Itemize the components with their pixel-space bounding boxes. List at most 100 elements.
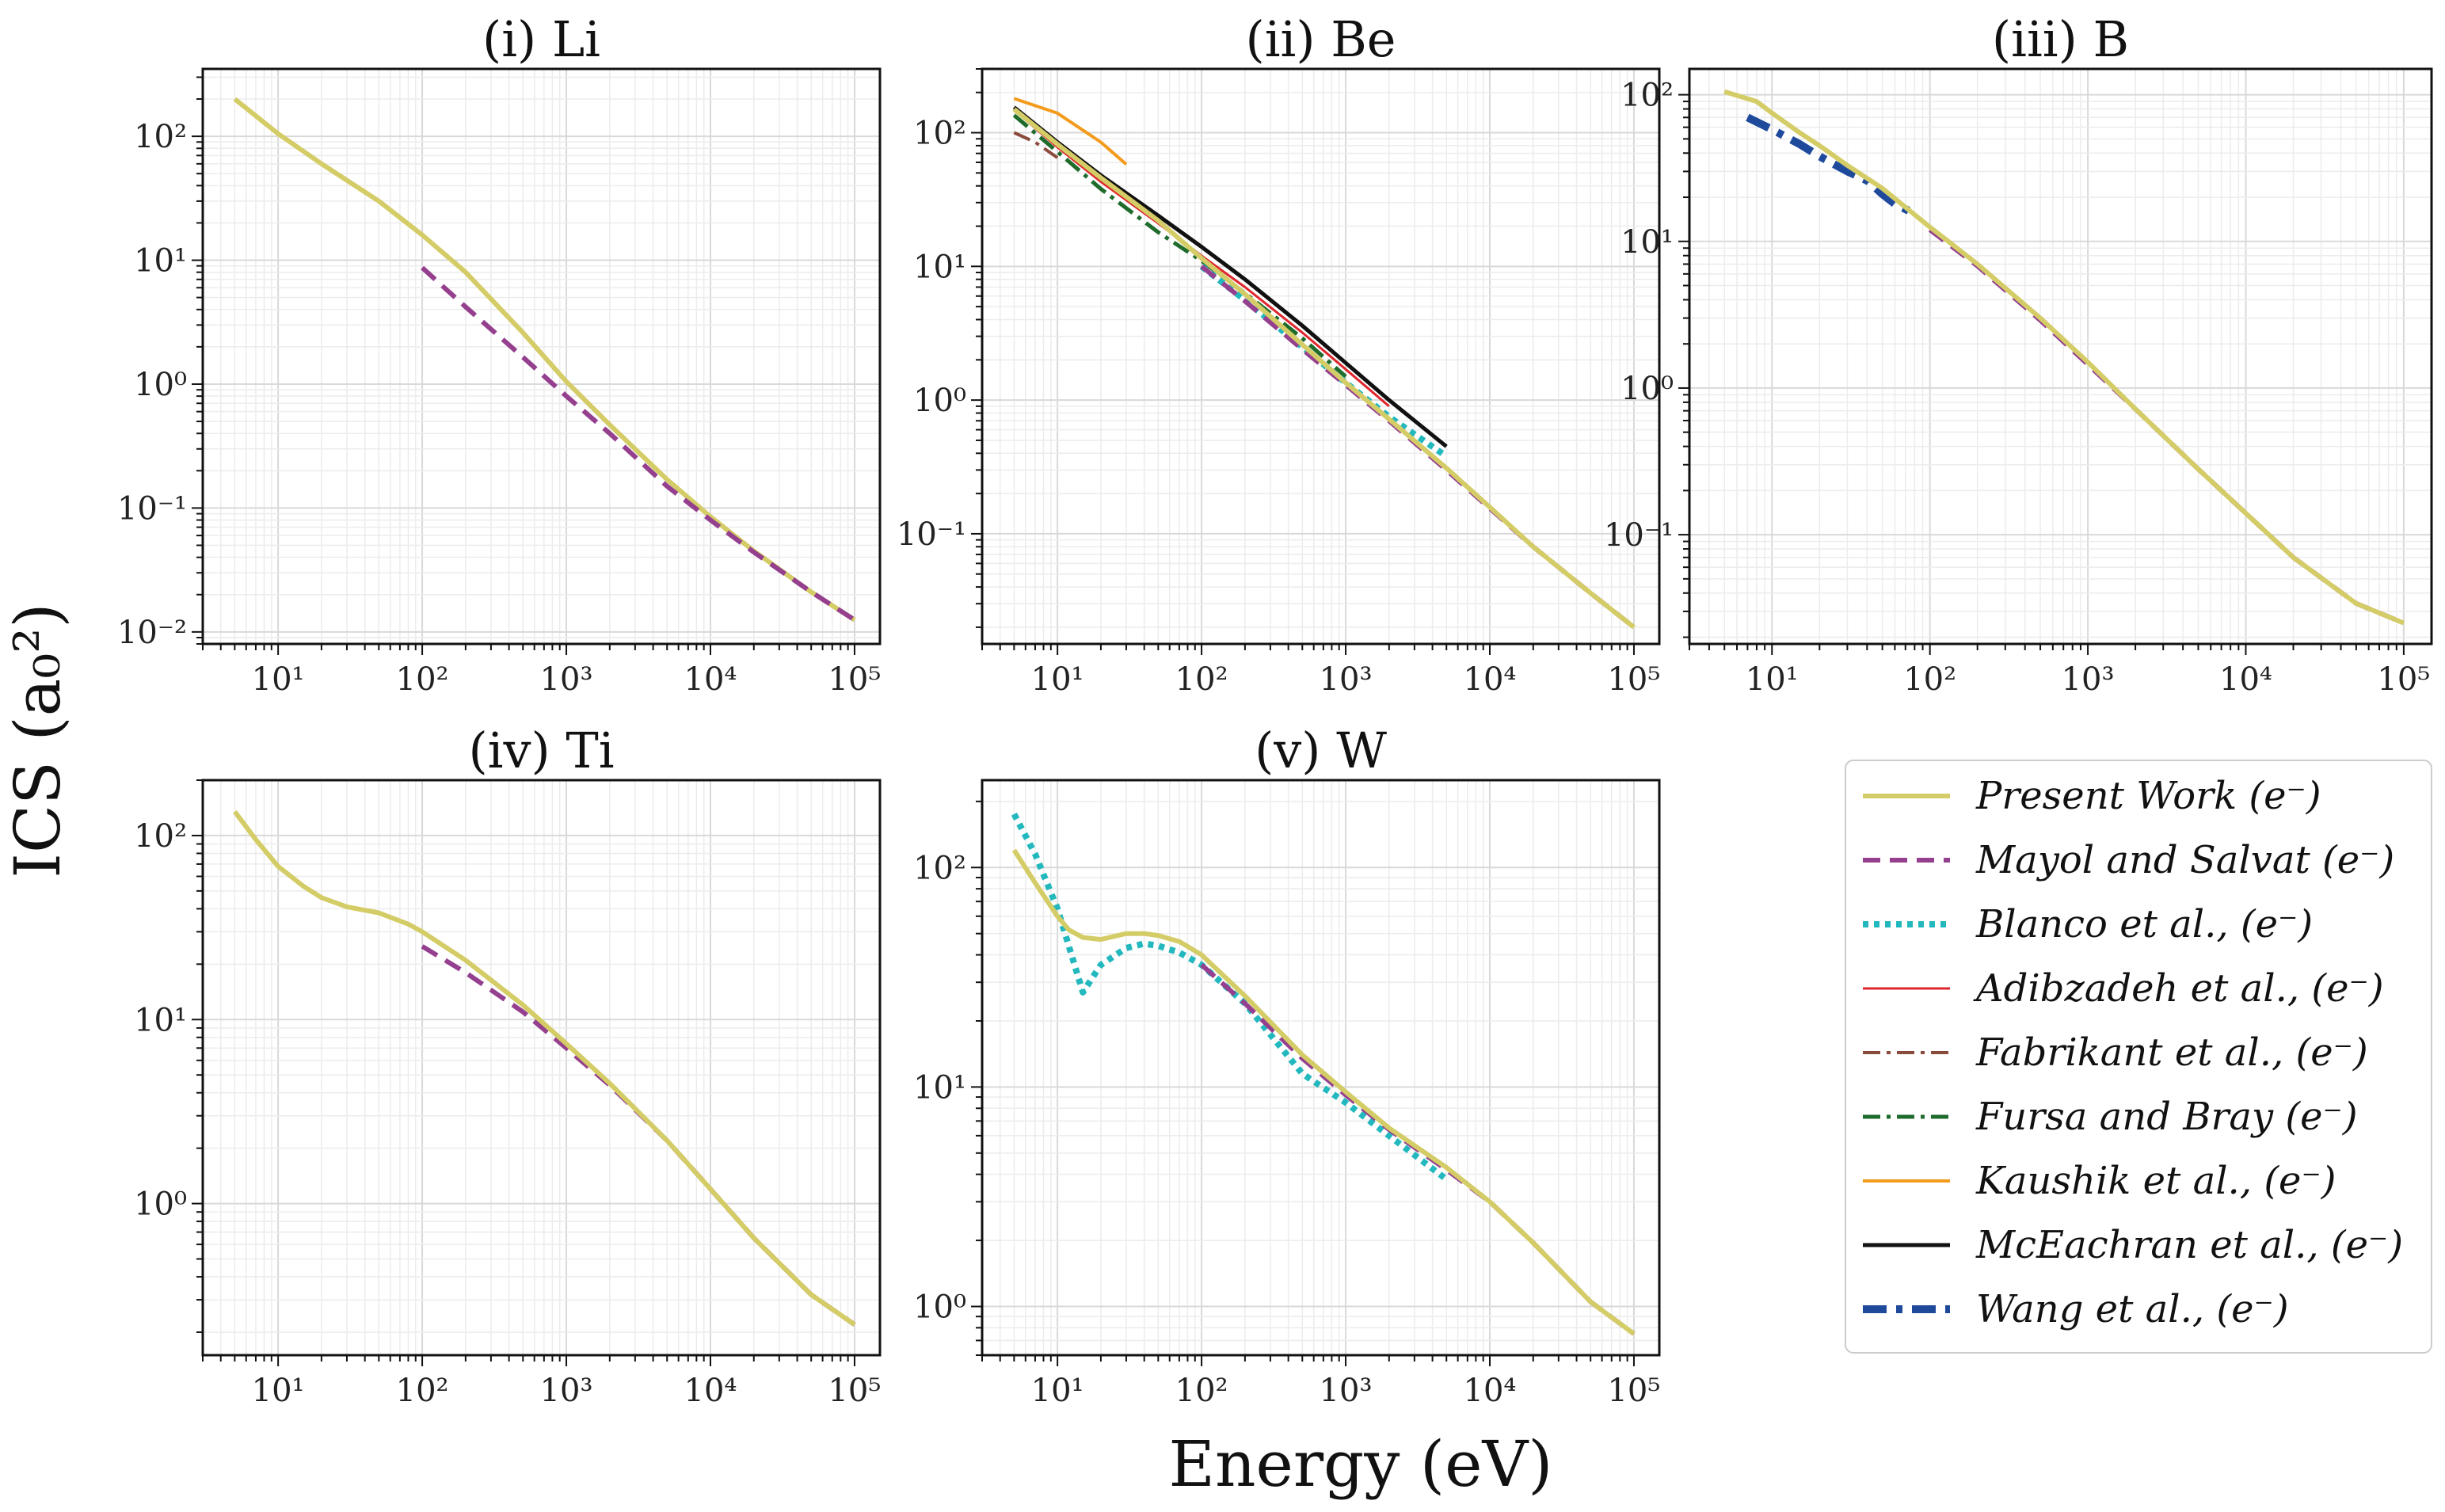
x-tick-label: 10³ <box>1320 1373 1373 1409</box>
x-tick-label: 10⁵ <box>2377 661 2430 698</box>
grid <box>202 779 880 1355</box>
series-line-mayol-and-salvat-e <box>421 944 856 1327</box>
series-group <box>1011 813 1636 1336</box>
x-tick-label: 10³ <box>2062 661 2115 698</box>
x-tick-label: 10¹ <box>1031 1373 1084 1409</box>
y-tick-label: 10¹ <box>1620 224 1674 261</box>
panel-1: 10¹ 10² 10³ 10⁴ 10⁵ 10⁻² 10⁻¹ 10⁰ 10¹ 10² (i) Li <box>117 10 882 698</box>
y-tick-label: 10² <box>134 119 187 155</box>
series-line-present-work-e <box>233 809 856 1327</box>
legend-entry-present-work-e: Present Work (e⁻) <box>1863 774 2321 818</box>
x-tick-label: 10⁴ <box>1464 661 1517 698</box>
y-tick-label: 10² <box>913 850 966 886</box>
legend-label: Adibzadeh et al., (e⁻) <box>1973 966 2384 1011</box>
series-line-present-work-e <box>1012 107 1636 630</box>
x-tick-label: 10¹ <box>1746 661 1799 698</box>
series-group <box>233 809 856 1327</box>
series-line-present-work-e <box>1723 89 2405 626</box>
legend-label: Wang et al., (e⁻) <box>1976 1287 2289 1331</box>
x-tick-label: 10⁵ <box>1607 1373 1660 1409</box>
legend-label: Blanco et al., (e⁻) <box>1975 902 2313 946</box>
y-tick-label: 10² <box>134 818 187 855</box>
y-tick-label: 10² <box>1620 78 1674 114</box>
y-axis-label: ICS (a₀²) <box>1 603 74 878</box>
plot-frame <box>1688 67 2433 646</box>
series-line-wang-et-al-e <box>1746 113 1912 215</box>
panel-4: 10¹ 10² 10³ 10⁴ 10⁵ 10⁰ 10¹ 10² (iv) Ti <box>134 722 882 1409</box>
series-group <box>1723 89 2405 626</box>
plot-frame <box>981 779 1661 1357</box>
x-tick-label: 10⁴ <box>1464 1373 1517 1409</box>
series-line-fabrikant-et-al-e <box>1013 131 1059 159</box>
legend-label: Mayol and Salvat (e⁻) <box>1975 838 2394 882</box>
series-line-kaushik-et-al-e <box>1013 97 1128 166</box>
legend: Present Work (e⁻) Mayol and Salvat (e⁻) Bl… <box>1845 760 2432 1354</box>
x-tick-label: 10¹ <box>1031 661 1084 698</box>
y-tick-label: 10¹ <box>134 243 187 280</box>
legend-label: Present Work (e⁻) <box>1975 774 2321 818</box>
panel-3: 10¹ 10² 10³ 10⁴ 10⁵ 10⁻¹ 10⁰ 10¹ 10² (iii) B <box>1604 10 2433 698</box>
y-tick-label: 10⁰ <box>134 367 187 403</box>
grid <box>981 68 1659 644</box>
y-tick-label: 10² <box>913 116 966 152</box>
y-tick-label: 10⁰ <box>913 383 966 419</box>
x-tick-label: 10⁵ <box>828 661 881 698</box>
panel-5: 10¹ 10² 10³ 10⁴ 10⁵ 10⁰ 10¹ 10² (v) W <box>913 722 1661 1409</box>
y-tick-label: 10⁻¹ <box>117 490 187 527</box>
x-tick-label: 10⁴ <box>684 661 737 698</box>
panel-title: (i) Li <box>482 10 600 68</box>
plot-frame <box>981 67 1661 646</box>
panel-title: (iv) Ti <box>468 722 614 779</box>
legend-entry-blanco-et-al-e: Blanco et al., (e⁻) <box>1863 902 2313 946</box>
x-tick-label: 10³ <box>1320 661 1373 698</box>
y-tick-label: 10¹ <box>134 1002 187 1038</box>
x-tick-label: 10² <box>396 1373 449 1409</box>
series-group <box>233 97 856 623</box>
plot-frame <box>201 779 882 1357</box>
x-tick-label: 10¹ <box>252 1373 305 1409</box>
x-tick-label: 10¹ <box>252 661 305 698</box>
grid <box>1689 69 2432 644</box>
legend-entry-wang-et-al-e: Wang et al., (e⁻) <box>1863 1287 2289 1331</box>
series-line-mayol-and-salvat-e <box>421 265 856 623</box>
x-tick-label: 10³ <box>540 661 593 698</box>
legend-label: Fabrikant et al., (e⁻) <box>1975 1030 2368 1075</box>
x-tick-label: 10² <box>1903 661 1956 698</box>
legend-label: Fursa and Bray (e⁻) <box>1975 1095 2358 1139</box>
y-tick-label: 10⁻¹ <box>897 516 966 553</box>
legend-entry-mayol-and-salvat-e: Mayol and Salvat (e⁻) <box>1863 838 2394 882</box>
legend-entry-adibzadeh-et-al-e: Adibzadeh et al., (e⁻) <box>1863 966 2384 1011</box>
legend-entry-mceachran-et-al-e: McEachran et al., (e⁻) <box>1863 1223 2403 1267</box>
x-tick-label: 10² <box>396 661 449 698</box>
series-line-mayol-and-salvat-e <box>1928 227 2405 626</box>
y-tick-label: 10⁰ <box>913 1289 966 1326</box>
x-tick-label: 10³ <box>540 1373 593 1409</box>
grid <box>202 69 880 645</box>
y-tick-label: 10⁻² <box>117 615 187 651</box>
panel-2: 10¹ 10² 10³ 10⁴ 10⁵ 10⁻¹ 10⁰ 10¹ 10² (ii) Be <box>897 10 1661 698</box>
y-tick-label: 10⁰ <box>134 1186 187 1223</box>
y-tick-label: 10⁻¹ <box>1604 517 1674 554</box>
panel-title: (v) W <box>1255 722 1387 779</box>
series-line-present-work-e <box>1011 848 1636 1336</box>
x-tick-label: 10² <box>1175 1373 1228 1409</box>
x-axis-label: Energy (eV) <box>1169 1427 1553 1501</box>
x-tick-label: 10⁴ <box>2219 661 2272 698</box>
x-tick-label: 10² <box>1175 661 1228 698</box>
y-tick-label: 10⁰ <box>1620 371 1674 407</box>
x-tick-label: 10⁴ <box>684 1373 737 1409</box>
x-tick-label: 10⁵ <box>1607 661 1660 698</box>
plot-frame <box>201 67 882 646</box>
series-line-present-work-e <box>233 97 856 623</box>
legend-box <box>1845 760 2432 1354</box>
series-group <box>1012 97 1636 630</box>
series-line-fursa-and-bray-e <box>1012 113 1347 379</box>
x-tick-label: 10⁵ <box>828 1373 881 1409</box>
y-tick-label: 10¹ <box>913 249 966 285</box>
legend-entry-fursa-and-bray-e: Fursa and Bray (e⁻) <box>1863 1095 2358 1139</box>
legend-entry-fabrikant-et-al-e: Fabrikant et al., (e⁻) <box>1863 1030 2368 1075</box>
legend-entry-kaushik-et-al-e: Kaushik et al., (e⁻) <box>1863 1159 2336 1203</box>
legend-label: Kaushik et al., (e⁻) <box>1975 1159 2336 1203</box>
